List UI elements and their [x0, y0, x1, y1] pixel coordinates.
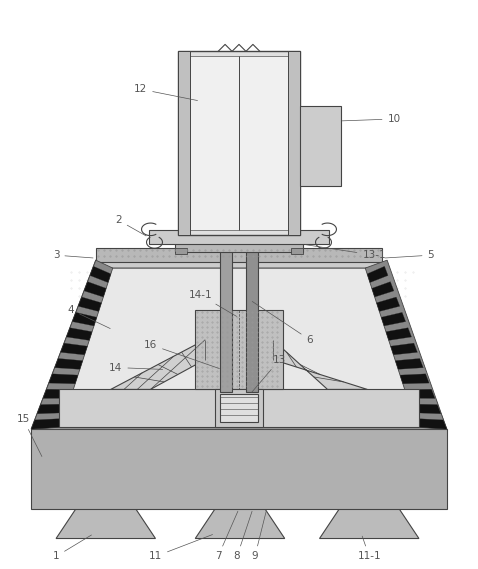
- Polygon shape: [386, 328, 412, 340]
- Polygon shape: [381, 312, 406, 326]
- Text: 10: 10: [342, 114, 401, 124]
- Polygon shape: [273, 340, 367, 389]
- Polygon shape: [31, 260, 113, 429]
- Polygon shape: [96, 248, 382, 262]
- Polygon shape: [367, 266, 388, 283]
- Text: 8: 8: [234, 512, 252, 562]
- Polygon shape: [56, 509, 155, 538]
- Text: 2: 2: [115, 216, 146, 236]
- Polygon shape: [31, 260, 447, 429]
- Polygon shape: [72, 312, 97, 326]
- Text: 3: 3: [53, 250, 93, 260]
- Text: 5: 5: [385, 250, 434, 260]
- Bar: [220, 248, 232, 393]
- Bar: [59, 389, 419, 427]
- Text: 12: 12: [134, 84, 197, 101]
- Bar: [288, 51, 300, 236]
- Polygon shape: [59, 268, 419, 427]
- Polygon shape: [365, 260, 447, 429]
- Bar: [300, 106, 341, 185]
- Text: 7: 7: [215, 511, 238, 562]
- Polygon shape: [84, 282, 106, 297]
- Polygon shape: [37, 404, 68, 414]
- Text: 4: 4: [68, 305, 110, 328]
- Polygon shape: [405, 389, 435, 398]
- Bar: [178, 51, 300, 236]
- Polygon shape: [43, 389, 73, 398]
- Bar: [175, 248, 187, 254]
- Polygon shape: [377, 297, 400, 311]
- Polygon shape: [31, 418, 64, 429]
- Bar: [175, 240, 303, 252]
- Polygon shape: [372, 282, 394, 297]
- Text: 11-1: 11-1: [358, 536, 381, 562]
- Polygon shape: [410, 404, 441, 414]
- Polygon shape: [195, 509, 285, 538]
- Text: 13: 13: [252, 354, 286, 392]
- Text: 16: 16: [144, 340, 219, 369]
- Polygon shape: [90, 266, 111, 283]
- Polygon shape: [391, 343, 417, 355]
- Polygon shape: [61, 343, 87, 355]
- Polygon shape: [400, 374, 429, 384]
- Bar: [215, 389, 263, 427]
- Bar: [195, 310, 283, 389]
- Text: 13-1: 13-1: [305, 245, 386, 260]
- Bar: [178, 51, 190, 236]
- Bar: [185, 56, 293, 230]
- Text: 9: 9: [251, 512, 266, 562]
- Bar: [149, 230, 329, 244]
- Polygon shape: [395, 358, 424, 369]
- Polygon shape: [49, 374, 78, 384]
- Bar: [246, 248, 258, 393]
- Polygon shape: [54, 358, 83, 369]
- Bar: [291, 248, 303, 254]
- Bar: [31, 429, 447, 509]
- Text: 11: 11: [149, 534, 213, 562]
- Text: 14: 14: [109, 362, 163, 373]
- Polygon shape: [414, 418, 447, 429]
- Polygon shape: [78, 297, 101, 311]
- Text: 15: 15: [17, 414, 42, 456]
- Bar: [220, 394, 258, 422]
- Polygon shape: [111, 340, 205, 389]
- Text: 14-1: 14-1: [188, 290, 237, 316]
- Polygon shape: [319, 509, 419, 538]
- Polygon shape: [66, 328, 92, 340]
- Text: 1: 1: [53, 535, 91, 562]
- Text: 6: 6: [252, 302, 313, 345]
